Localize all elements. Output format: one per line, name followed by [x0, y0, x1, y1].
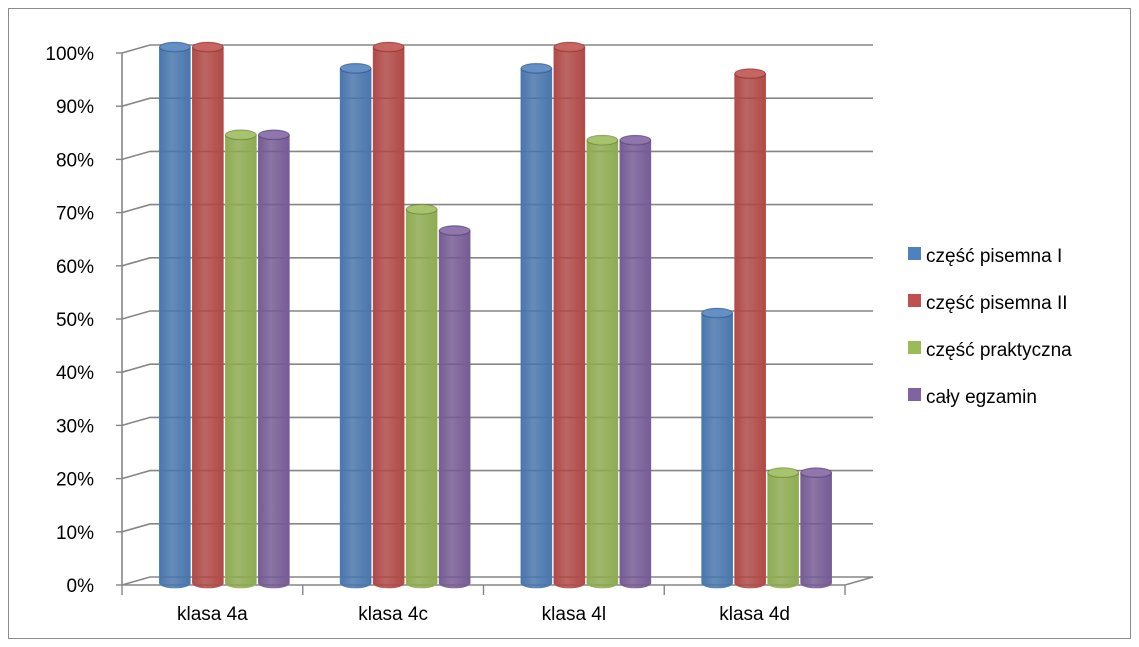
x-tick-label: klasa 4d [719, 604, 790, 625]
y-tick-label: 90% [56, 97, 94, 118]
x-tick-label: klasa 4c [358, 604, 428, 625]
legend-item: część praktyczna [908, 340, 1072, 361]
legend-swatch [908, 294, 921, 307]
tick-labels: 0% 10% 20% 30% 40% 50% 60% 70% 80% 90% 100% klasa 4… [45, 44, 790, 625]
bar [257, 129, 290, 589]
bars [158, 41, 833, 589]
y-tick-label: 100% [45, 44, 94, 65]
x-tick-label: klasa 4a [177, 604, 248, 625]
legend-label: część pisemna I [926, 246, 1062, 267]
gridline [121, 97, 873, 107]
bar [619, 134, 652, 589]
legend-label: część pisemna II [926, 293, 1068, 314]
legend-label: cały egzamin [926, 387, 1037, 408]
bar [734, 68, 767, 589]
legend-item: cały egzamin [908, 387, 1037, 408]
y-tick-label: 40% [56, 363, 94, 384]
bar [800, 467, 833, 589]
bar [191, 41, 224, 589]
y-tick-label: 0% [67, 576, 95, 597]
x-tick-label: klasa 4l [542, 604, 606, 625]
bar [767, 467, 800, 589]
bar [701, 307, 734, 589]
y-tick-label: 20% [56, 470, 94, 491]
legend-item: część pisemna I [908, 246, 1062, 267]
y-tick-label: 70% [56, 204, 94, 225]
y-tick-label: 80% [56, 150, 94, 171]
legend: część pisemna I część pisemna II część pra… [908, 246, 1072, 408]
bar [438, 225, 471, 589]
bar [372, 41, 405, 589]
legend-swatch [908, 388, 921, 401]
bar [158, 41, 191, 589]
y-tick-label: 10% [56, 523, 94, 544]
legend-label: część praktyczna [926, 340, 1072, 361]
bar [405, 203, 438, 589]
y-tick-label: 60% [56, 257, 94, 278]
legend-swatch [908, 341, 921, 354]
bar [339, 62, 372, 589]
gridline [121, 44, 873, 54]
bar [224, 129, 257, 589]
bar [520, 62, 553, 589]
legend-item: część pisemna II [908, 293, 1068, 314]
legend-swatch [908, 247, 921, 260]
y-tick-label: 50% [56, 310, 94, 331]
bar [553, 41, 586, 589]
bar [586, 134, 619, 589]
y-tick-label: 30% [56, 416, 94, 437]
